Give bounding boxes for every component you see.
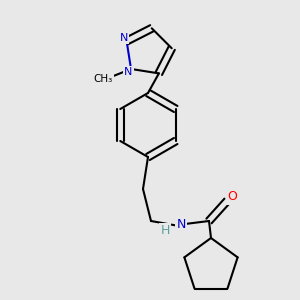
Text: O: O xyxy=(227,190,237,203)
Text: N: N xyxy=(176,218,186,230)
Text: N: N xyxy=(124,67,132,77)
Text: H: H xyxy=(160,224,170,238)
Text: N: N xyxy=(119,33,128,43)
Text: CH₃: CH₃ xyxy=(93,74,113,84)
